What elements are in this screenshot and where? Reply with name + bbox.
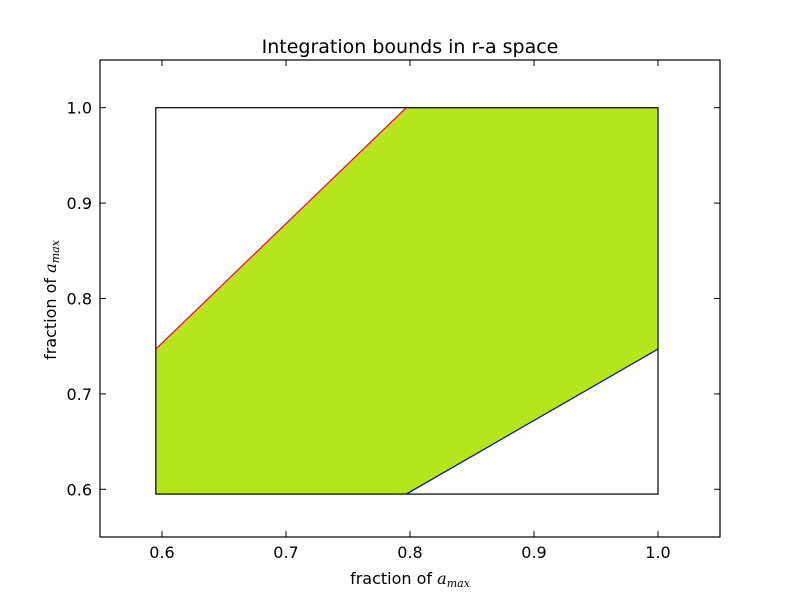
series-line-2: [405, 348, 659, 495]
integration-region: [155, 107, 659, 495]
y-tick-label: 0.8: [67, 290, 92, 309]
x-tick-label: 0.8: [397, 543, 422, 562]
x-tick-label: 0.9: [521, 543, 546, 562]
x-tick-label: 1.0: [645, 543, 670, 562]
plot-area: [155, 107, 659, 495]
x-axis-label-sub: max: [447, 577, 471, 590]
ticks: 0.6 0.7 0.8 0.9 1.0 0.6 0.7 0.8 0.9 1.0: [67, 59, 721, 562]
y-tick-label: 1.0: [67, 99, 92, 118]
y-axis-label: fraction of amax: [41, 239, 62, 360]
y-axis-label-var: a: [41, 263, 60, 273]
y-tick-label: 0.9: [67, 194, 92, 213]
x-axis-label-prefix: fraction of: [350, 569, 437, 588]
y-tick-label: 0.7: [67, 385, 92, 404]
x-axis-label-var: a: [437, 569, 447, 588]
series-line-1: [155, 107, 407, 350]
chart-title: Integration bounds in r-a space: [262, 36, 559, 58]
y-axis-label-prefix: fraction of: [41, 273, 60, 360]
y-tick-label: 0.6: [67, 480, 92, 499]
y-axis-label-sub: max: [49, 239, 62, 263]
x-tick-label: 0.7: [273, 543, 298, 562]
x-tick-label: 0.6: [149, 543, 174, 562]
x-axis-label: fraction of amax: [350, 569, 471, 590]
